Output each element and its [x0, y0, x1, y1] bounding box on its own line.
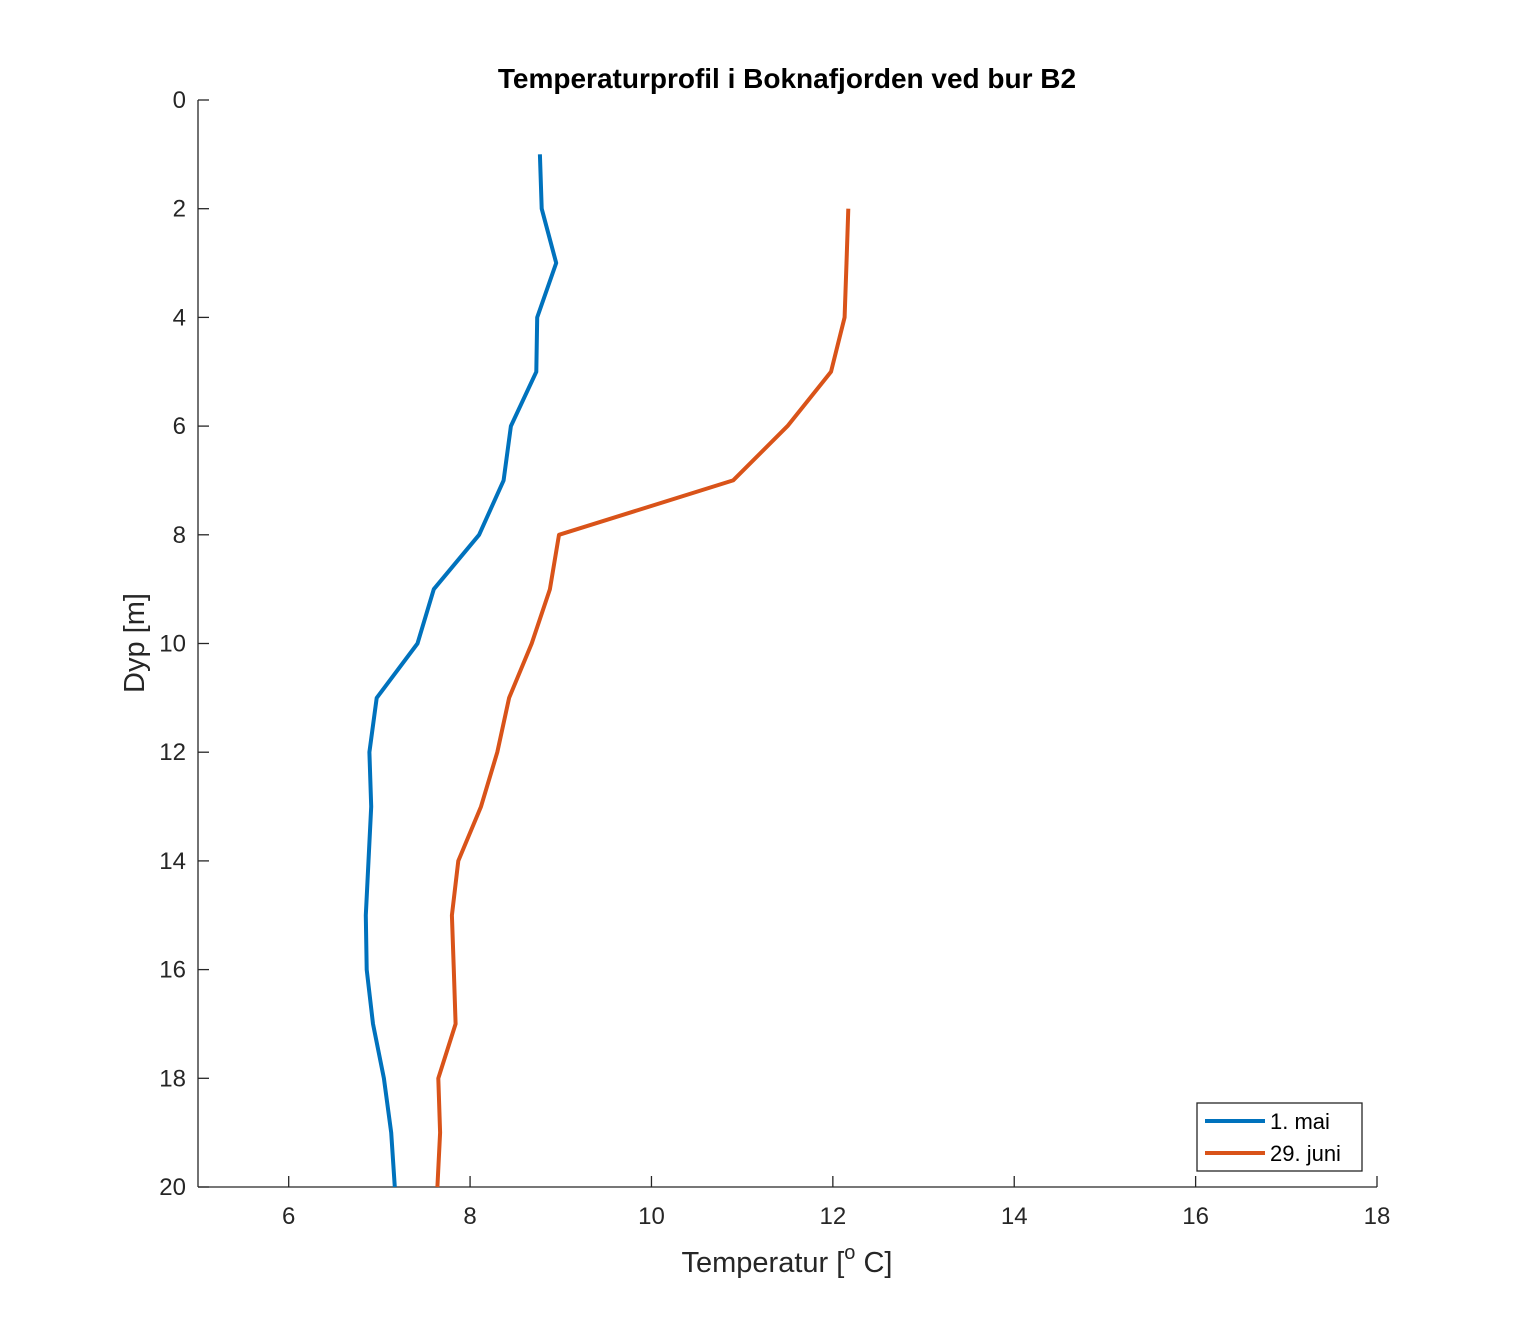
x-tick-label: 14 [1001, 1203, 1028, 1230]
x-tick-label: 12 [819, 1203, 846, 1230]
x-tick-label: 8 [463, 1203, 476, 1230]
legend-box [1196, 1102, 1363, 1172]
y-tick-label: 20 [159, 1174, 186, 1201]
y-tick-label: 10 [159, 631, 186, 658]
y-tick-label: 2 [173, 196, 186, 223]
x-tick-label: 10 [638, 1203, 665, 1230]
x-tick-label: 16 [1182, 1203, 1209, 1230]
y-tick-label: 8 [173, 522, 186, 549]
y-tick-label: 4 [173, 304, 186, 331]
x-ticks: 6 8 10 12 14 16 18 [282, 1176, 1390, 1230]
legend-label-1: 1. mai [1270, 1109, 1330, 1134]
chart-title: Temperaturprofil i Boknafjorden ved bur … [498, 63, 1076, 94]
x-axis-title-superscript: o [844, 1242, 855, 1264]
y-tick-label: 6 [173, 413, 186, 440]
series-line-2 [435, 208, 851, 1188]
y-tick-label: 18 [159, 1065, 186, 1092]
series-line-1 [363, 154, 559, 1188]
legend-label-2: 29. juni [1270, 1141, 1341, 1166]
y-ticks: 0 2 4 6 8 10 12 14 16 18 20 [159, 87, 209, 1201]
x-tick-label: 6 [282, 1203, 295, 1230]
x-axis-title: Temperatur [o C] [682, 1242, 893, 1279]
y-axis-title: Dyp [m] [119, 593, 151, 693]
legend-items: 1. mai 29. juni [1205, 1109, 1341, 1166]
x-axis-title-main: Temperatur [ [682, 1247, 845, 1279]
plot-series [363, 154, 851, 1188]
y-tick-label: 16 [159, 957, 186, 984]
x-axis: 6 8 10 12 14 16 18 Temperatur [o C] [198, 1176, 1390, 1279]
legend: 1. mai 29. juni [1196, 1102, 1363, 1172]
y-tick-label: 14 [159, 848, 186, 875]
y-tick-label: 0 [173, 87, 186, 114]
y-tick-label: 12 [159, 739, 186, 766]
x-axis-title-tail: C] [855, 1247, 892, 1279]
y-axis: 0 2 4 6 8 10 12 14 16 18 20 Dyp [m] [119, 87, 209, 1201]
x-tick-label: 18 [1364, 1203, 1391, 1230]
